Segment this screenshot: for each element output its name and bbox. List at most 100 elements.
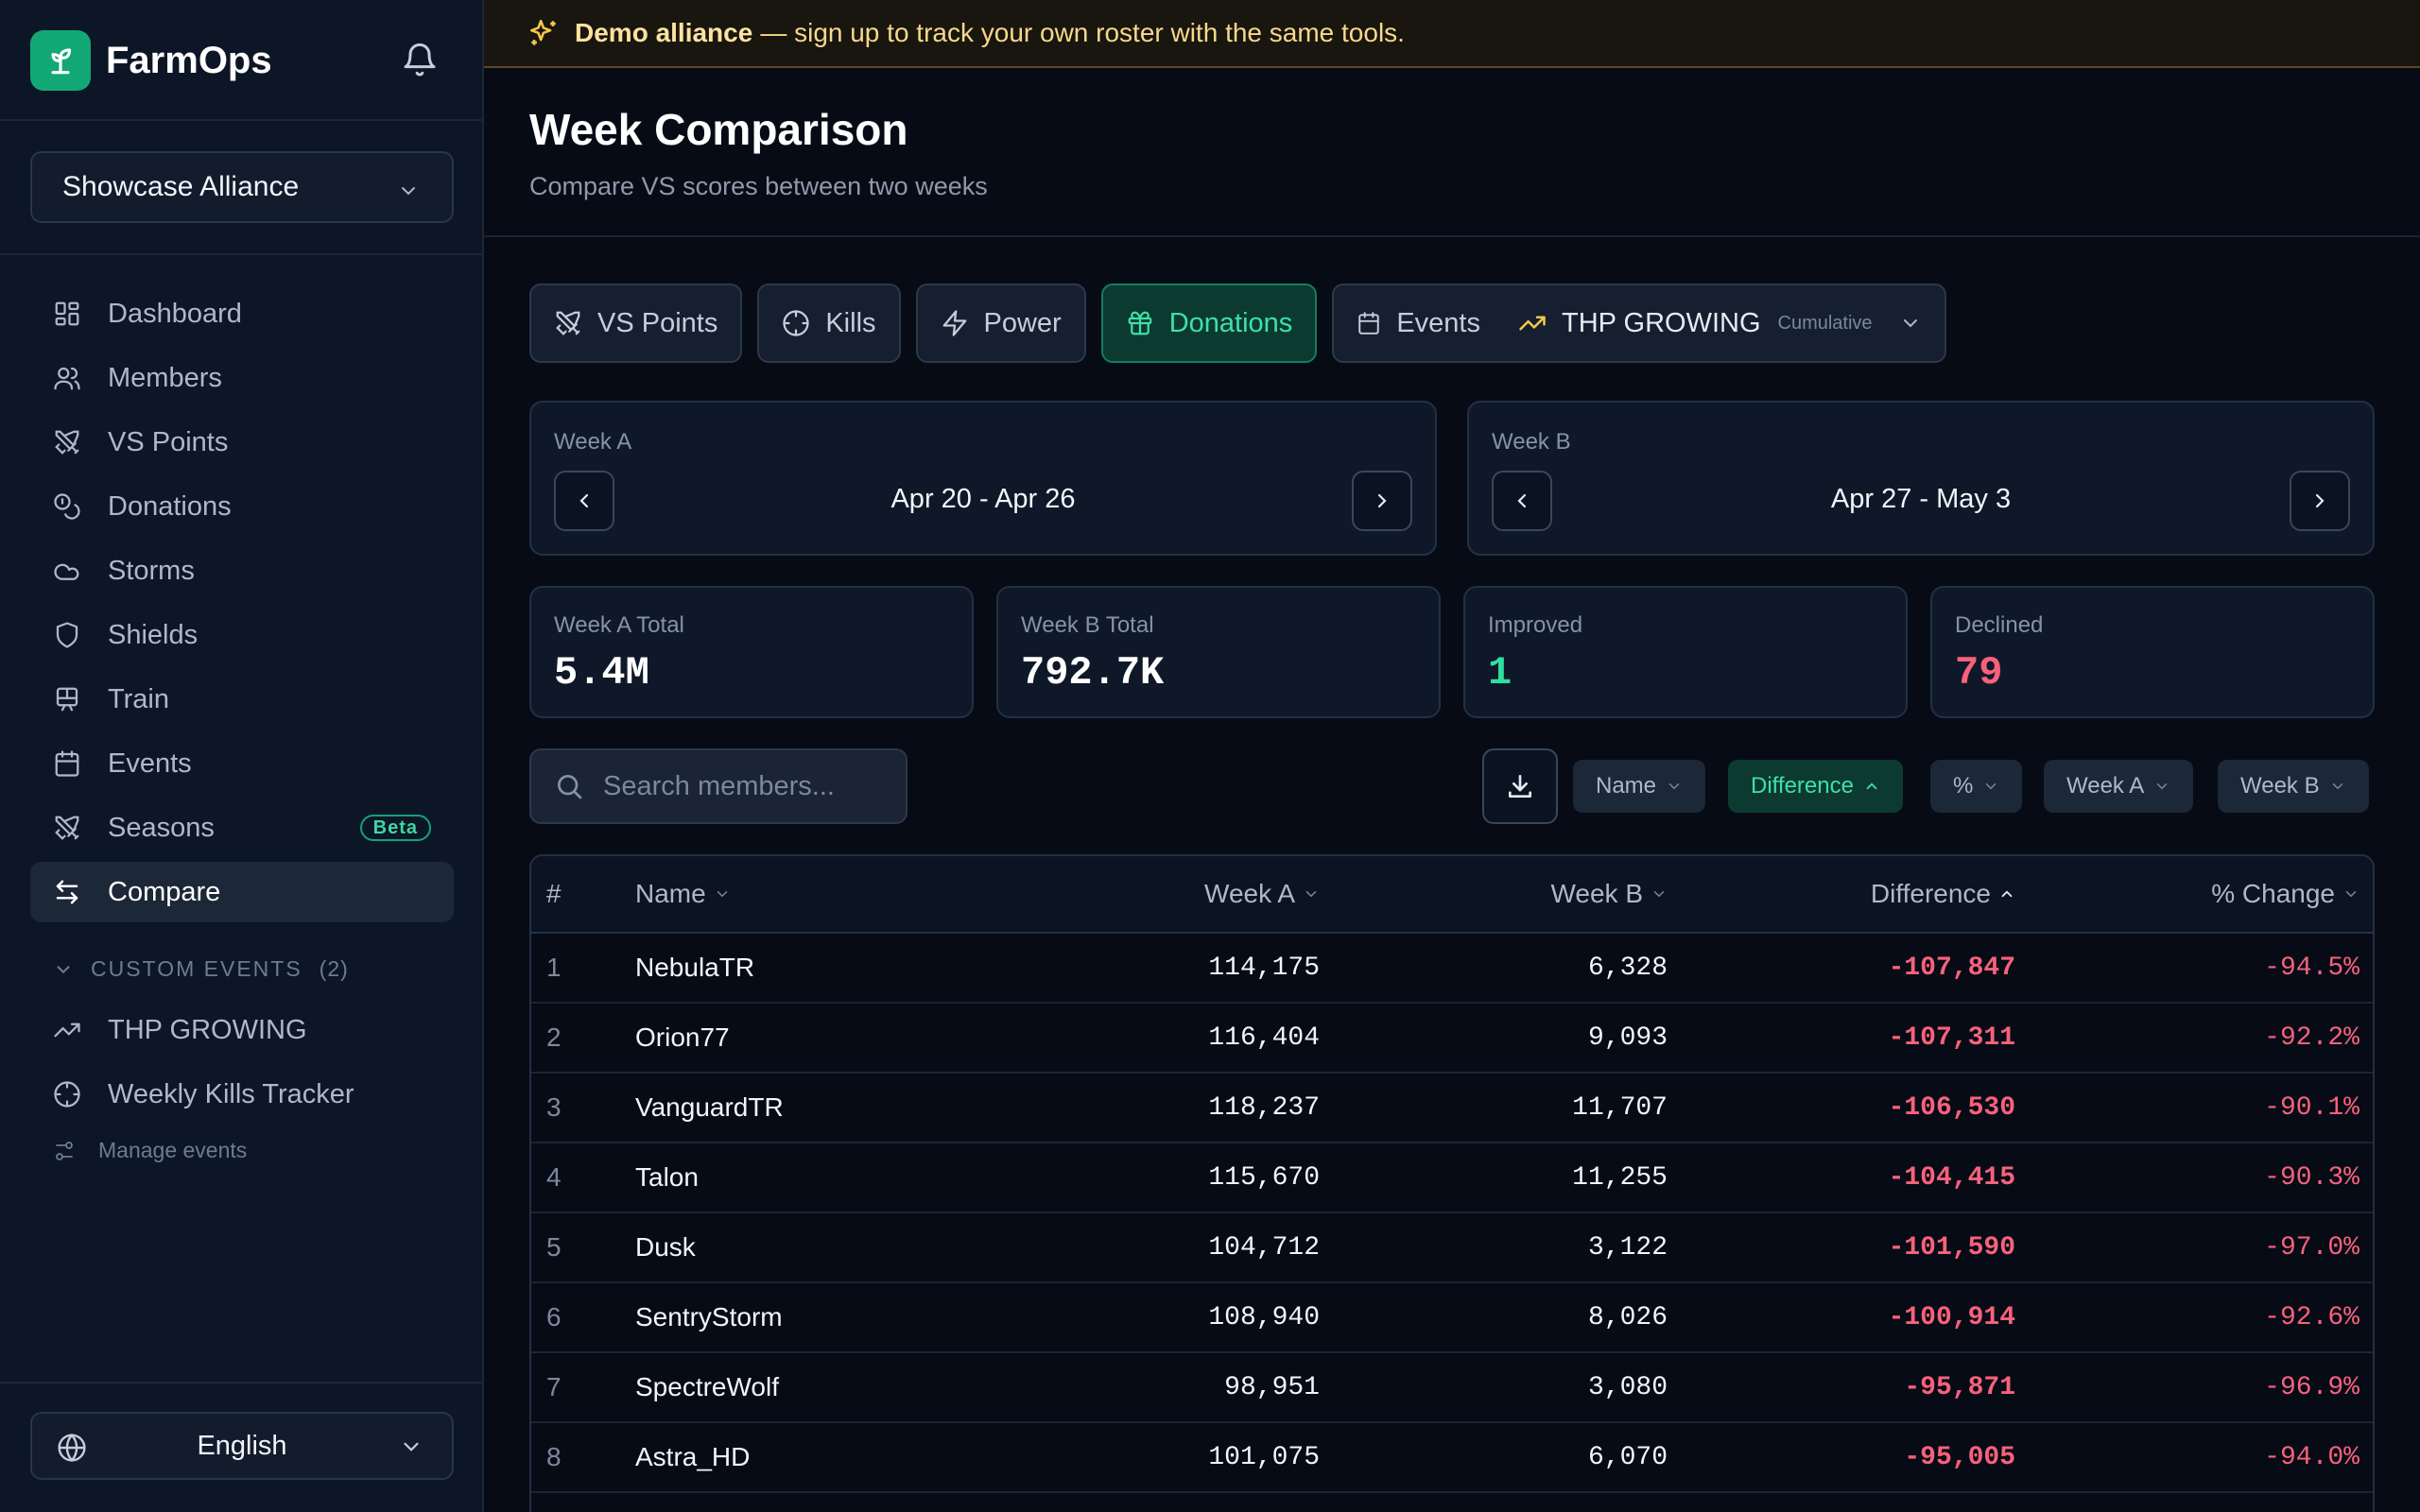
table-row[interactable]: 6 SentryStorm 108,940 8,026 -100,914 -92…: [531, 1283, 2373, 1353]
tab-events[interactable]: Events THP GROWING Cumulative: [1332, 284, 1946, 363]
export-button[interactable]: [1482, 748, 1558, 824]
week-a-label: Week A: [554, 429, 632, 455]
difference-value: -101,590: [1888, 1232, 2015, 1263]
percent-change-value: -94.0%: [2264, 1442, 2360, 1472]
percent-change-value: -94.5%: [2264, 953, 2360, 983]
week-a-value: 108,940: [1208, 1302, 1320, 1332]
sidebar-item-seasons[interactable]: Seasons Beta: [30, 798, 454, 858]
sidebar-item-events[interactable]: Events: [30, 733, 454, 794]
sidebar-item-storms[interactable]: Storms: [30, 541, 454, 601]
sidebar-item-label: Shields: [108, 619, 199, 650]
header-name[interactable]: Name: [635, 856, 731, 932]
week-a-prev-button[interactable]: [554, 471, 614, 531]
table-row[interactable]: 2 Orion77 116,404 9,093 -107,311 -92.2%: [531, 1004, 2373, 1074]
comparison-table: # Name Week A Week B Difference % Change: [529, 854, 2375, 1512]
difference-value: -107,311: [1888, 1022, 2015, 1053]
table-row[interactable]: 5 Dusk 104,712 3,122 -101,590 -97.0%: [531, 1213, 2373, 1283]
week-b-prev-button[interactable]: [1492, 471, 1552, 531]
percent-change-value: -92.6%: [2264, 1302, 2360, 1332]
sidebar-item-label: Seasons: [108, 812, 215, 843]
swords-icon: [556, 311, 580, 335]
manage-events-link[interactable]: Manage events: [53, 1138, 247, 1163]
sidebar-item-compare[interactable]: Compare: [30, 862, 454, 922]
members-icon: [54, 367, 80, 390]
table-row[interactable]: 8 Astra_HD 101,075 6,070 -95,005 -94.0%: [531, 1423, 2373, 1493]
globe-icon: [58, 1433, 86, 1463]
percent-change-value: -97.0%: [2264, 1232, 2360, 1263]
chevron-up-icon: [2001, 890, 2013, 898]
language-selector[interactable]: English: [30, 1412, 454, 1480]
lightning-icon: [942, 310, 966, 336]
event-mode: Cumulative: [1777, 312, 1873, 334]
sort-label: Week B: [2240, 773, 2320, 799]
tab-power[interactable]: Power: [915, 284, 1086, 363]
sidebar-item-weekly-kills[interactable]: Weekly Kills Tracker: [30, 1064, 454, 1125]
week-a-value: 115,670: [1208, 1162, 1320, 1193]
header-week-a[interactable]: Week A: [1204, 856, 1320, 932]
week-a-value: 101,075: [1208, 1442, 1320, 1472]
chevron-right-icon: [2315, 493, 2325, 508]
search-input[interactable]: Search members...: [529, 748, 908, 824]
event-selected: THP GROWING: [1561, 307, 1761, 338]
main-nav: Dashboard Members VS Points Donations St…: [30, 284, 454, 926]
sidebar-item-label: Donations: [108, 490, 232, 522]
stat-value: 5.4M: [554, 650, 649, 696]
sidebar-item-donations[interactable]: Donations: [30, 476, 454, 537]
custom-events-heading: CUSTOM EVENTS: [91, 956, 302, 981]
table-row[interactable]: 7 SpectreWolf 98,951 3,080 -95,871 -96.9…: [531, 1353, 2373, 1423]
notifications-bell-icon[interactable]: [401, 42, 439, 79]
tab-donations[interactable]: Donations: [1100, 284, 1318, 363]
language-label: English: [197, 1430, 287, 1461]
sidebar-item-vs-points[interactable]: VS Points: [30, 412, 454, 472]
member-name: SpectreWolf: [635, 1372, 779, 1401]
chevron-down-icon: [1653, 891, 1665, 898]
sort-percent-button[interactable]: %: [1930, 760, 2023, 813]
sidebar: FarmOps Showcase Alliance Dashboard Memb…: [0, 0, 484, 1512]
table-row[interactable]: 1 NebulaTR 114,175 6,328 -107,847 -94.5%: [531, 934, 2373, 1004]
sort-week-b-button[interactable]: Week B: [2218, 760, 2369, 813]
main-content: Demo alliance — sign up to track your ow…: [484, 0, 2420, 1512]
tab-vs-points[interactable]: VS Points: [529, 284, 743, 363]
header-label: Week B: [1550, 879, 1643, 908]
sprout-logo-icon: [30, 30, 91, 91]
row-rank: 8: [546, 1442, 562, 1471]
metric-tabs: VS Points Kills Power Donations Events T…: [529, 284, 1962, 363]
app-name: FarmOps: [106, 39, 272, 81]
difference-value: -104,415: [1888, 1162, 2015, 1193]
sidebar-item-members[interactable]: Members: [30, 348, 454, 408]
table-row[interactable]: 4 Talon 115,670 11,255 -104,415 -90.3%: [531, 1143, 2373, 1213]
week-b-label: Week B: [1492, 429, 1571, 455]
week-a-range: Apr 20 - Apr 26: [890, 484, 1076, 514]
header-week-b[interactable]: Week B: [1550, 856, 1668, 932]
demo-banner: Demo alliance — sign up to track your ow…: [484, 0, 2420, 68]
percent-change-value: -90.3%: [2264, 1162, 2360, 1193]
stat-declined: Declined 79: [1930, 586, 2375, 718]
chevron-down-icon: [2345, 891, 2357, 898]
sort-name-button[interactable]: Name: [1573, 760, 1706, 813]
alliance-selector[interactable]: Showcase Alliance: [30, 151, 454, 223]
tab-label: Donations: [1168, 307, 1293, 338]
table-row[interactable]: 3 VanguardTR 118,237 11,707 -106,530 -90…: [531, 1074, 2373, 1143]
sidebar-item-shields[interactable]: Shields: [30, 605, 454, 665]
week-b-next-button[interactable]: [2290, 471, 2350, 531]
brand[interactable]: FarmOps: [30, 30, 272, 91]
sidebar-item-label: THP GROWING: [108, 1014, 307, 1045]
sidebar-item-dashboard[interactable]: Dashboard: [30, 284, 454, 344]
header-percent-change[interactable]: % Change: [2211, 856, 2360, 932]
percent-change-value: -92.2%: [2264, 1022, 2360, 1053]
sort-label: %: [1953, 773, 1974, 799]
sort-week-a-button[interactable]: Week A: [2044, 760, 2194, 813]
sidebar-item-label: Members: [108, 362, 222, 393]
difference-value: -107,847: [1888, 953, 2015, 983]
week-a-next-button[interactable]: [1352, 471, 1412, 531]
sort-difference-button[interactable]: Difference: [1728, 760, 1903, 813]
custom-events-toggle[interactable]: CUSTOM EVENTS (2): [53, 956, 349, 982]
sidebar-item-thp-growing[interactable]: THP GROWING: [30, 1000, 454, 1060]
header-difference[interactable]: Difference: [1871, 856, 2015, 932]
tab-kills[interactable]: Kills: [757, 284, 901, 363]
sidebar-item-train[interactable]: Train: [30, 669, 454, 730]
sidebar-item-label: Weekly Kills Tracker: [108, 1078, 354, 1109]
difference-value: -106,530: [1888, 1092, 2015, 1123]
coins-icon: [54, 493, 80, 520]
difference-value: -100,914: [1888, 1302, 2015, 1332]
